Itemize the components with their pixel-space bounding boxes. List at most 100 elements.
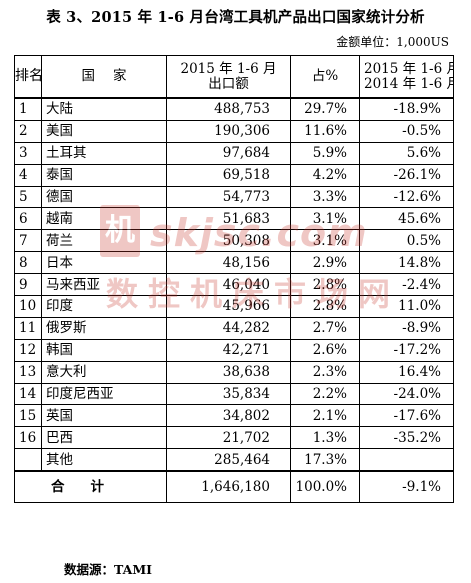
cell-growth: 0.5% [359, 229, 454, 253]
table-row: 8 日本 48,156 2.9% 14.8% [14, 251, 454, 275]
total-amount: 1,646,180 [166, 470, 291, 504]
cell-amount: 21,702 [166, 426, 291, 450]
table-header-row: 排名 国家 2015 年 1-6 月 出口额 占% 2015 年 1-6 月/ … [14, 55, 454, 99]
cell-share: 2.9% [290, 251, 360, 275]
cell-country: 美国 [41, 119, 167, 143]
total-share: 100.0% [290, 470, 360, 504]
cell-rank: 12 [14, 338, 42, 362]
cell-share: 3.1% [290, 229, 360, 253]
table-row: 3 土耳其 97,684 5.9% 5.6% [14, 141, 454, 165]
cell-growth: 14.8% [359, 251, 454, 275]
source-note: 数据源：TAMI [64, 562, 153, 577]
cell-country: 韩国 [41, 338, 167, 362]
header-share: 占% [290, 55, 360, 99]
cell-share: 2.2% [290, 382, 360, 406]
cell-country: 荷兰 [41, 229, 167, 253]
cell-share: 17.3% [290, 448, 360, 473]
table-row: 5 德国 54,773 3.3% -12.6% [14, 185, 454, 209]
cell-amount: 46,040 [166, 273, 291, 297]
cell-growth: -0.5% [359, 119, 454, 143]
header-amount-line1: 2015 年 1-6 月 [180, 60, 277, 77]
cell-rank: 10 [14, 295, 42, 318]
cell-share: 2.8% [290, 273, 360, 297]
table-row: 14 印度尼西亚 35,834 2.2% -24.0% [14, 382, 454, 406]
cell-country: 泰国 [41, 163, 167, 187]
table-row: 15 英国 34,802 2.1% -17.6% [14, 404, 454, 428]
cell-share: 4.2% [290, 163, 360, 187]
cell-share: 5.9% [290, 141, 360, 165]
header-country: 国家 [41, 55, 167, 99]
cell-growth: -24.0% [359, 382, 454, 406]
table-row: 16 巴西 21,702 1.3% -35.2% [14, 426, 454, 450]
cell-amount: 38,638 [166, 360, 291, 384]
cell-amount: 44,282 [166, 316, 291, 340]
cell-rank: 11 [14, 316, 42, 340]
cell-share: 11.6% [290, 119, 360, 143]
cell-growth: -12.6% [359, 185, 454, 209]
cell-rank: 14 [14, 382, 42, 406]
cell-country: 越南 [41, 207, 167, 231]
cell-share: 2.6% [290, 338, 360, 362]
cell-share: 2.7% [290, 316, 360, 340]
header-rank: 排名 [14, 55, 42, 99]
cell-growth: -26.1% [359, 163, 454, 187]
cell-country: 意大利 [41, 360, 167, 384]
table-row: 11 俄罗斯 44,282 2.7% -8.9% [14, 316, 454, 340]
cell-rank [14, 448, 42, 473]
header-growth-line1: 2015 年 1-6 月/ [364, 60, 453, 77]
table-row: 2 美国 190,306 11.6% -0.5% [14, 119, 454, 143]
header-growth-line2: 2014 年 1-6 月 [364, 75, 454, 92]
table-row: 7 荷兰 50,308 3.1% 0.5% [14, 229, 454, 253]
table-row: 12 韩国 42,271 2.6% -17.2% [14, 338, 454, 362]
cell-amount: 51,683 [166, 207, 291, 231]
cell-rank: 9 [14, 273, 42, 297]
total-label: 合计 [14, 470, 167, 504]
cell-growth: -8.9% [359, 316, 454, 340]
table-row: 10 印度 45,966 2.8% 11.0% [14, 295, 454, 318]
cell-share: 2.8% [290, 295, 360, 318]
cell-amount: 42,271 [166, 338, 291, 362]
cell-amount: 54,773 [166, 185, 291, 209]
table-row: 13 意大利 38,638 2.3% 16.4% [14, 360, 454, 384]
table-row: 9 马来西亚 46,040 2.8% -2.4% [14, 273, 454, 297]
cell-country: 马来西亚 [41, 273, 167, 297]
cell-share: 3.1% [290, 207, 360, 231]
cell-country: 俄罗斯 [41, 316, 167, 340]
export-table: 排名 国家 2015 年 1-6 月 出口额 占% 2015 年 1-6 月/ … [14, 55, 454, 504]
cell-amount: 285,464 [166, 448, 291, 473]
cell-share: 1.3% [290, 426, 360, 450]
cell-growth: 5.6% [359, 141, 454, 165]
cell-share: 3.3% [290, 185, 360, 209]
total-row: 合计 1,646,180 100.0% -9.1% [14, 470, 454, 504]
cell-country: 土耳其 [41, 141, 167, 165]
table-row: 6 越南 51,683 3.1% 45.6% [14, 207, 454, 231]
cell-rank: 13 [14, 360, 42, 384]
cell-growth: -18.9% [359, 97, 454, 121]
cell-rank: 1 [14, 97, 42, 121]
cell-amount: 69,518 [166, 163, 291, 187]
cell-amount: 50,308 [166, 229, 291, 253]
cell-rank: 4 [14, 163, 42, 187]
cell-rank: 3 [14, 141, 42, 165]
cell-growth: -35.2% [359, 426, 454, 450]
cell-rank: 2 [14, 119, 42, 143]
cell-amount: 48,156 [166, 251, 291, 275]
cell-rank: 8 [14, 251, 42, 275]
cell-country: 日本 [41, 251, 167, 275]
cell-country: 德国 [41, 185, 167, 209]
table-row: 其他 285,464 17.3% [14, 448, 454, 473]
header-amount-line2: 出口额 [208, 75, 249, 92]
cell-growth: 45.6% [359, 207, 454, 231]
cell-rank: 16 [14, 426, 42, 450]
cell-amount: 35,834 [166, 382, 291, 406]
page-title: 表 3、2015 年 1-6 月台湾工具机产品出口国家统计分析 [46, 9, 425, 26]
cell-amount: 97,684 [166, 141, 291, 165]
header-amount: 2015 年 1-6 月 出口额 [166, 55, 291, 99]
cell-rank: 7 [14, 229, 42, 253]
cell-rank: 15 [14, 404, 42, 428]
cell-amount: 488,753 [166, 97, 291, 121]
cell-growth [359, 448, 454, 473]
total-growth: -9.1% [359, 470, 454, 504]
cell-growth: 16.4% [359, 360, 454, 384]
table-row: 1 大陆 488,753 29.7% -18.9% [14, 97, 454, 121]
